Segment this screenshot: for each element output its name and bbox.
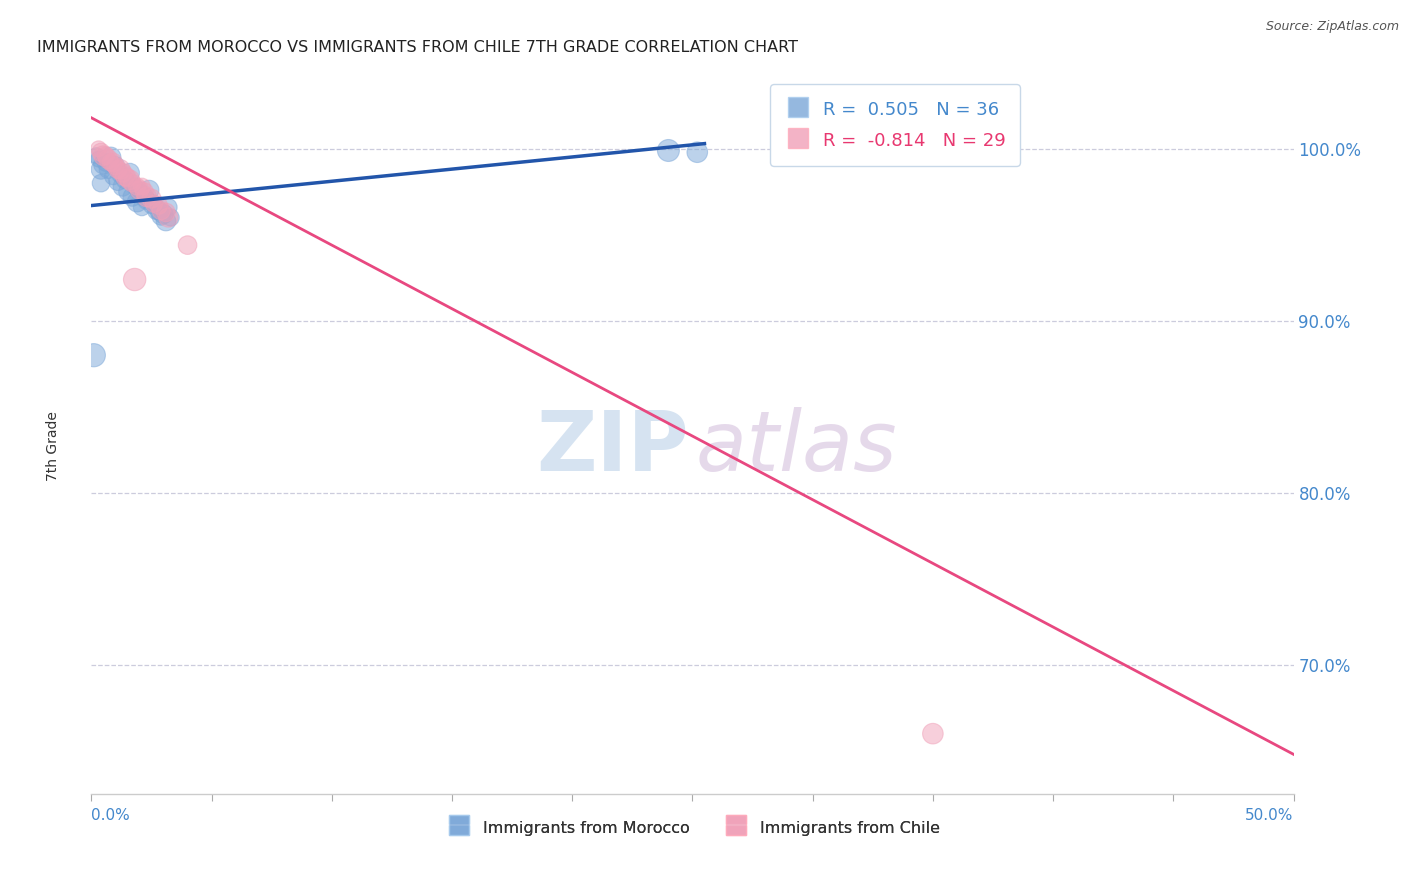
Point [128,185,150,199]
Point [94,155,117,169]
Point [121,190,143,204]
Point [90,145,112,160]
Point [100,155,122,169]
Point [84,148,107,162]
Point [121,176,143,190]
Point [131,179,153,194]
Point [657,144,679,158]
Point [157,211,180,225]
Point [124,179,146,194]
Point [101,169,124,184]
Point [142,197,165,211]
Text: 50.0%: 50.0% [1246,807,1294,822]
Text: 0.0%: 0.0% [91,807,131,822]
Point [135,190,157,204]
Point [107,162,129,177]
Text: ZIP: ZIP [536,407,689,488]
Point [125,195,148,210]
Point [101,155,124,169]
Point [87,142,110,156]
Point [93,157,115,171]
Point [114,172,136,186]
Point [118,172,141,186]
Point [145,203,167,218]
Point [97,162,120,177]
Point [152,207,174,221]
Point [134,185,156,199]
Point [104,159,127,173]
Point [93,148,115,162]
Point [148,203,170,218]
Point [90,162,112,177]
Point [117,185,139,199]
Legend: Immigrants from Morocco, Immigrants from Chile: Immigrants from Morocco, Immigrants from… [437,809,948,847]
Text: atlas: atlas [696,407,897,488]
Text: Source: ZipAtlas.com: Source: ZipAtlas.com [1265,20,1399,33]
Point [114,169,136,184]
Point [128,183,150,197]
Point [150,209,173,223]
Point [159,211,181,225]
Point [94,148,117,162]
Point [125,179,148,194]
Point [141,198,163,212]
Point [135,194,157,208]
Point [150,203,173,218]
Point [155,205,177,219]
Point [138,183,160,197]
Point [107,174,129,188]
Point [110,168,132,182]
Text: IMMIGRANTS FROM MOROCCO VS IMMIGRANTS FROM CHILE 7TH GRADE CORRELATION CHART: IMMIGRANTS FROM MOROCCO VS IMMIGRANTS FR… [38,40,799,55]
Point [117,171,139,186]
Point [97,152,120,166]
Point [148,198,170,212]
Point [104,159,127,173]
Point [157,200,180,214]
Point [141,192,163,206]
Point [111,166,134,180]
Text: 7th Grade: 7th Grade [46,411,60,481]
Point [155,214,177,228]
Point [134,190,156,204]
Point [686,145,709,160]
Point [110,162,132,177]
Point [922,726,945,740]
Point [87,152,110,166]
Point [111,179,134,194]
Point [118,166,141,180]
Point [131,200,153,214]
Point [142,197,165,211]
Point [100,150,122,164]
Point [124,272,146,286]
Point [83,348,105,362]
Point [176,238,198,252]
Point [90,176,112,190]
